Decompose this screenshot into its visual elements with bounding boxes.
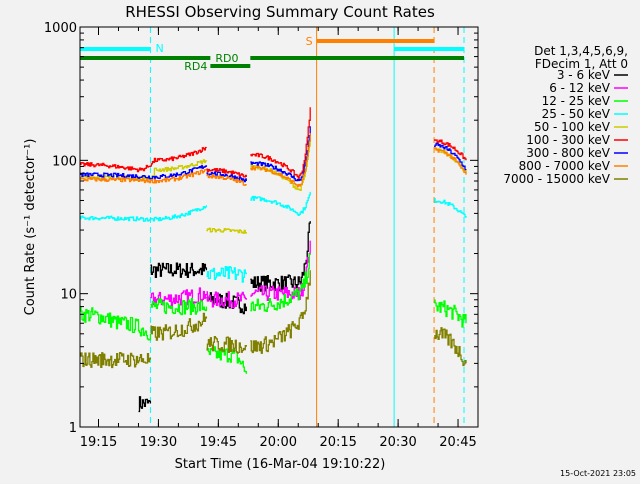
series-line-6-12keV [206, 291, 247, 309]
legend-entry-label: 300 - 800 keV [526, 146, 610, 160]
series-line-12-25keV [150, 298, 208, 316]
y-tick-label: 100 [52, 154, 77, 169]
series-line-800-7000keV [434, 147, 467, 175]
series-line-3-6keV [138, 396, 152, 413]
legend-header: Det 1,3,4,5,6,9, [534, 44, 628, 58]
x-tick-label: 20:00 [260, 435, 297, 450]
x-tick-label: 19:15 [80, 435, 117, 450]
series-line-300-800keV [250, 126, 311, 182]
series-line-100-300keV [434, 139, 467, 161]
legend-entry-label: 50 - 100 keV [534, 120, 611, 134]
x-tick-label: 20:15 [319, 435, 356, 450]
y-tick-label: 10 [60, 288, 77, 303]
series-line-800-7000keV [206, 173, 247, 186]
legend-entry-label: 7000 - 15000 keV [503, 172, 610, 186]
y-tick-label: 1000 [44, 21, 77, 36]
legend-entry-label: 100 - 300 keV [526, 133, 610, 147]
series-line-100-300keV [206, 167, 247, 178]
series-line-50-100keV [80, 159, 208, 182]
series-line-25-50keV [434, 198, 467, 218]
series-line-100-300keV [250, 107, 311, 179]
series-line-7000-15000keV [206, 336, 247, 354]
legend-entry-label: 3 - 6 keV [557, 68, 611, 82]
flag-label-S: S [306, 35, 313, 48]
x-tick-label: 19:30 [140, 435, 177, 450]
series-line-25-50keV [250, 191, 311, 217]
plot-frame [79, 26, 479, 428]
series-line-6-12keV [250, 240, 311, 302]
legend-entry-label: 25 - 50 keV [542, 107, 611, 121]
series-line-50-100keV [206, 227, 247, 234]
series-line-800-7000keV [80, 169, 208, 184]
series-line-12-25keV [434, 299, 467, 328]
series-line-7000-15000keV [434, 327, 467, 367]
y-axis-label: Count Rate (s⁻¹ detector⁻¹) [23, 139, 38, 316]
series-line-300-800keV [80, 165, 208, 180]
series-line-100-300keV [80, 146, 208, 173]
series-line-3-6keV [150, 262, 208, 278]
flag-label-RD4: RD4 [184, 60, 207, 73]
series-line-12-25keV [80, 306, 152, 341]
series-line-7000-15000keV [150, 312, 208, 341]
x-tick-label: 20:30 [379, 435, 416, 450]
x-tick-label: 20:45 [439, 435, 476, 450]
series-line-3-6keV [250, 221, 311, 292]
series-line-12-25keV [250, 253, 311, 312]
series-line-300-800keV [434, 142, 467, 171]
series-line-7000-15000keV [250, 270, 311, 354]
legend-header: FDecim 1, Att 0 [535, 57, 628, 71]
x-tick-label: 19:45 [200, 435, 237, 450]
chart-title: RHESSI Observing Summary Count Rates [125, 3, 435, 21]
series-line-25-50keV [80, 205, 208, 222]
flag-label-RD0: RD0 [215, 52, 238, 65]
x-axis-label: Start Time (16-Mar-04 19:10:22) [175, 457, 386, 472]
series-line-25-50keV [206, 265, 247, 283]
series-line-800-7000keV [250, 133, 311, 188]
legend-entry-label: 6 - 12 keV [549, 81, 611, 95]
flag-label-N: N [155, 42, 163, 55]
series-line-3-6keV [206, 292, 247, 315]
legend-entry-label: 12 - 25 keV [542, 94, 611, 108]
series-line-7000-15000keV [80, 351, 152, 369]
footer-timestamp: 15-Oct-2021 23:05 [560, 469, 636, 478]
y-tick-label: 1 [69, 421, 77, 436]
legend-entry-label: 800 - 7000 keV [519, 159, 611, 173]
